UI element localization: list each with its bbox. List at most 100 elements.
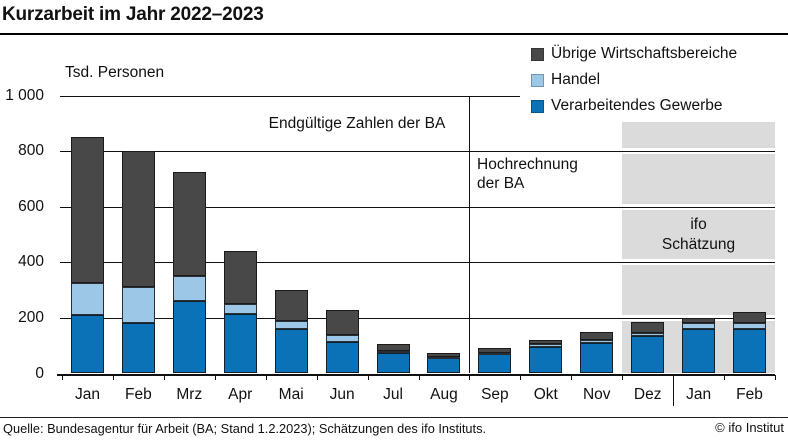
bar-segment--brige-wirtschaftsbereiche <box>121 151 155 288</box>
bar-segment--brige-wirtschaftsbereiche <box>631 322 665 334</box>
x-axis-tick <box>622 375 624 380</box>
gridline <box>60 206 775 208</box>
bar-segment--brige-wirtschaftsbereiche <box>376 344 410 352</box>
bar-segment-handel <box>325 334 359 342</box>
bar-segment-handel <box>70 283 104 316</box>
bar-segment-verarbeitendes-gewerbe <box>478 354 512 374</box>
x-axis-tick <box>316 375 318 380</box>
y-tick-label: 800 <box>18 142 44 160</box>
bar-segment--brige-wirtschaftsbereiche <box>70 137 104 284</box>
y-axis-unit-label: Tsd. Personen <box>65 64 165 81</box>
x-tick-label: Jun <box>329 386 355 403</box>
legend-label: Verarbeitendes Gewerbe <box>551 97 723 114</box>
bar-segment-verarbeitendes-gewerbe <box>376 352 410 374</box>
x-tick-label: Jan <box>74 386 100 403</box>
bar-segment-handel <box>580 340 614 343</box>
x-axis-tick <box>265 375 267 380</box>
bar-segment-verarbeitendes-gewerbe <box>172 301 206 374</box>
x-axis-tick <box>367 375 369 380</box>
x-axis-tick <box>112 375 114 380</box>
bar-segment-verarbeitendes-gewerbe <box>325 341 359 374</box>
x-axis-tick <box>469 375 471 380</box>
annotation-ifo-estimate-line1: ifo <box>690 216 707 233</box>
bar-segment--brige-wirtschaftsbereiche <box>733 312 767 324</box>
x-axis-tick <box>520 375 522 380</box>
x-tick-label: Apr <box>228 386 253 403</box>
bar-segment-verarbeitendes-gewerbe <box>121 323 155 374</box>
x-axis-line <box>57 373 775 376</box>
bar-segment-handel <box>121 287 155 324</box>
y-tick-label: 400 <box>18 253 44 271</box>
x-axis-tick <box>571 375 573 380</box>
y-tick-label: 0 <box>35 364 44 382</box>
bar-segment--brige-wirtschaftsbereiche <box>274 290 308 321</box>
bar-segment-verarbeitendes-gewerbe <box>580 342 614 374</box>
bar-segment-handel <box>733 323 767 330</box>
annotation-ifo-estimate: ifo Schätzung <box>622 215 775 254</box>
gridline <box>60 317 775 319</box>
x-tick-label: Mrz <box>176 386 203 403</box>
x-tick-label: Okt <box>533 386 558 403</box>
bar-segment-verarbeitendes-gewerbe <box>631 335 665 374</box>
legend-swatch-icon <box>531 99 544 113</box>
chart-title: Kurzarbeit im Jahr 2022–2023 <box>2 4 264 25</box>
source-note: Quelle: Bundesagentur für Arbeit (BA; St… <box>3 421 487 436</box>
title-divider-line <box>0 33 788 35</box>
x-tick-label: Feb <box>125 386 152 403</box>
x-tick-label: Nov <box>582 386 611 403</box>
legend-item: Handel <box>531 67 737 93</box>
legend-swatch-icon <box>531 47 544 61</box>
bar-segment-verarbeitendes-gewerbe <box>223 313 257 374</box>
x-axis-tick <box>163 375 165 380</box>
bar-segment-handel <box>427 356 461 359</box>
bar-segment-verarbeitendes-gewerbe <box>427 358 461 374</box>
y-tick-label: 200 <box>18 308 44 326</box>
bar-segment-verarbeitendes-gewerbe <box>70 315 104 374</box>
legend-label: Übrige Wirtschaftsbereiche <box>551 45 738 62</box>
bar-segment--brige-wirtschaftsbereiche <box>325 309 359 335</box>
bar-segment-handel <box>274 320 308 330</box>
bar-segment--brige-wirtschaftsbereiche <box>478 348 512 353</box>
x-tick-label: Sep <box>481 386 509 403</box>
bar-segment-handel <box>631 333 665 336</box>
x-tick-label: Dez <box>633 386 662 403</box>
region-divider-line <box>469 95 471 374</box>
legend-item: Verarbeitendes Gewerbe <box>531 93 737 119</box>
bar-segment--brige-wirtschaftsbereiche <box>223 251 257 305</box>
bar-segment-handel <box>172 276 206 302</box>
footer-divider-line <box>0 417 788 418</box>
y-tick-label: 600 <box>18 197 44 215</box>
legend: Übrige Wirtschaftsbereiche Handel Verarbei… <box>531 41 737 119</box>
gridline <box>60 262 775 264</box>
bar-segment-handel <box>223 304 257 314</box>
annotation-ba-projection-line2: der BA <box>477 175 525 192</box>
bar-segment--brige-wirtschaftsbereiche <box>427 352 461 357</box>
x-axis-tick <box>775 375 776 380</box>
year-separator-line <box>673 375 675 406</box>
bar-segment-verarbeitendes-gewerbe <box>733 329 767 374</box>
x-axis-tick <box>418 375 420 380</box>
x-axis-tick <box>724 375 726 380</box>
annotation-ifo-estimate-line2: Schätzung <box>661 235 736 253</box>
x-tick-label: Mai <box>278 386 304 403</box>
legend-label: Handel <box>551 71 601 88</box>
y-tick-label: 1 000 <box>5 86 44 104</box>
gridline <box>60 95 520 97</box>
bar-segment-handel <box>529 344 563 348</box>
x-tick-label: Aug <box>430 386 458 403</box>
bar-segment-verarbeitendes-gewerbe <box>529 347 563 374</box>
x-tick-label: Jan <box>686 386 712 403</box>
x-tick-label: Feb <box>736 386 763 403</box>
annotation-final-ba-numbers: Endgültige Zahlen der BA <box>268 115 446 132</box>
bar-segment--brige-wirtschaftsbereiche <box>682 317 716 324</box>
bar-segment--brige-wirtschaftsbereiche <box>529 340 563 345</box>
bar-segment-handel <box>682 323 716 330</box>
x-tick-label: Jul <box>383 386 403 403</box>
copyright-note: © ifo Institut <box>715 420 784 435</box>
x-axis-tick <box>62 375 63 380</box>
annotation-ba-projection-line1: Hochrechnung <box>477 156 578 173</box>
bar-segment-verarbeitendes-gewerbe <box>274 329 308 374</box>
bar-segment-handel <box>478 352 512 355</box>
bar-segment-verarbeitendes-gewerbe <box>682 329 716 374</box>
